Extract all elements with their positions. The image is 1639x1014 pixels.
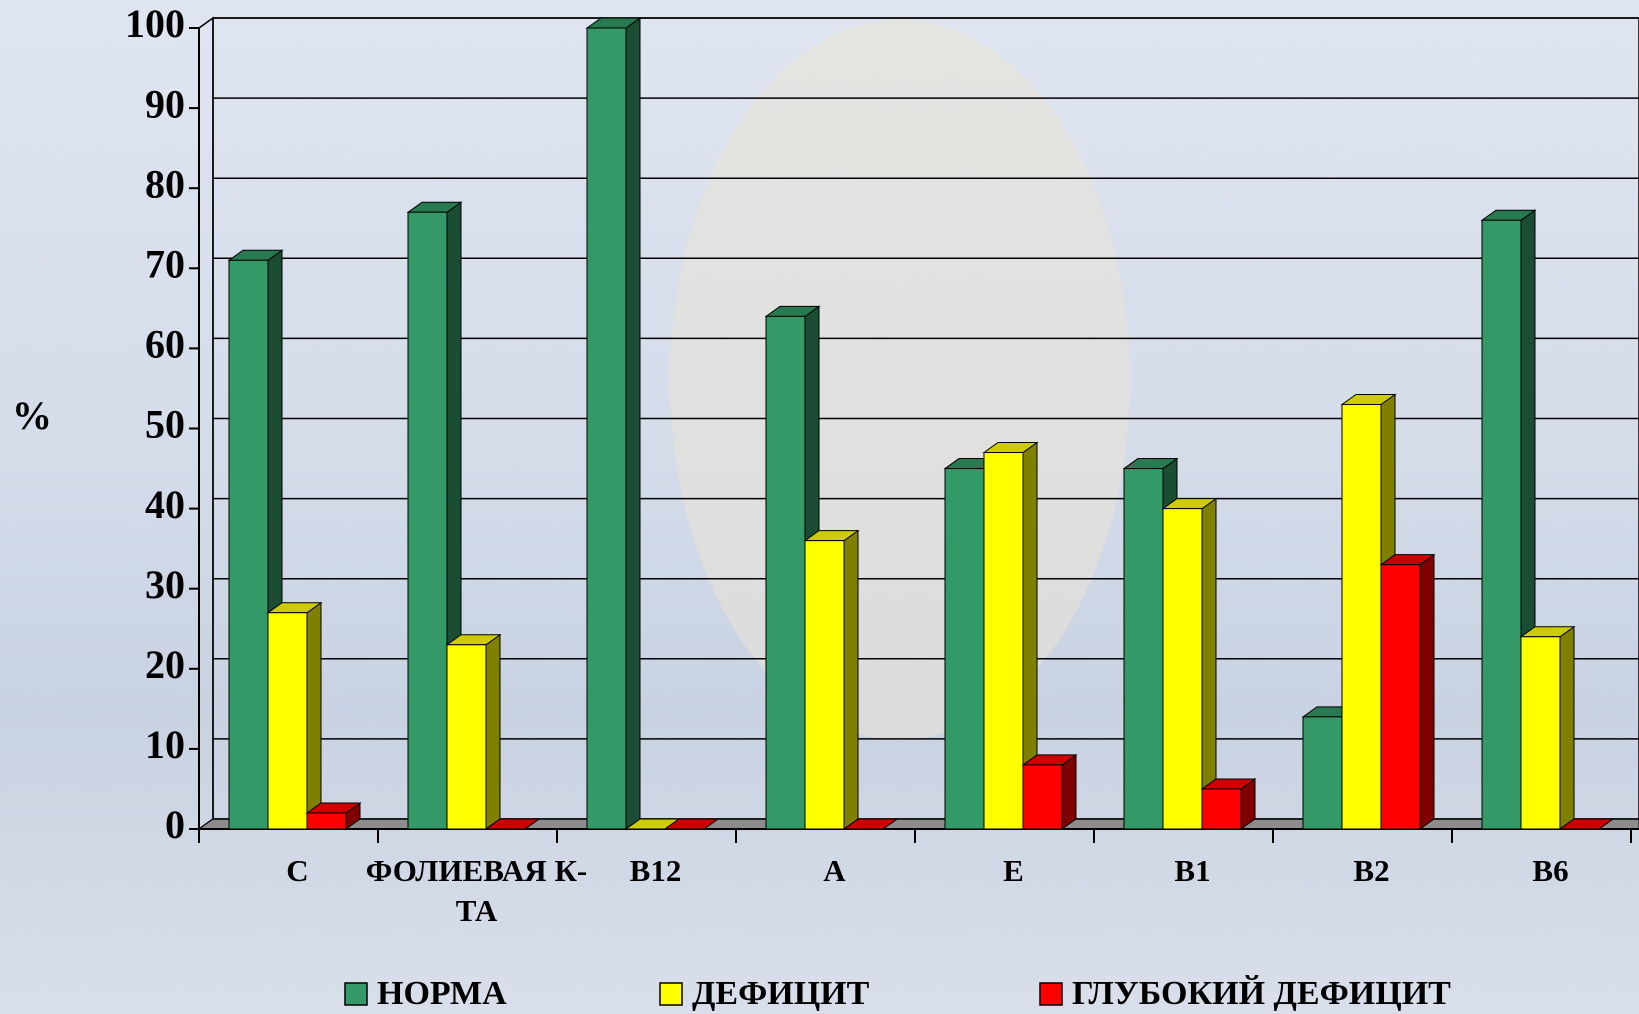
- bar: [804, 540, 845, 830]
- bar-side: [306, 601, 322, 830]
- bar: [1380, 564, 1421, 830]
- y-tick-label: 30: [145, 562, 185, 607]
- bar: [1341, 403, 1382, 830]
- bar-side: [1061, 753, 1077, 830]
- bar: [407, 211, 448, 830]
- bar-top: [1558, 818, 1615, 830]
- bar-side: [485, 633, 501, 830]
- y-tick-label: 70: [145, 241, 185, 286]
- x-tick-label: E: [1003, 853, 1024, 888]
- bar: [1162, 508, 1203, 830]
- legend-swatch: [1039, 982, 1063, 1006]
- bar: [944, 468, 985, 830]
- x-tick-label: ФОЛИЕВАЯ К-ТА: [365, 853, 588, 928]
- y-tick-label: 60: [145, 322, 185, 367]
- bar-top: [484, 818, 541, 830]
- side-wall: [198, 16, 214, 831]
- y-tick-label: 50: [145, 402, 185, 447]
- legend-label: ГЛУБОКИЙ ДЕФИЦИТ: [1072, 975, 1451, 1012]
- x-tick-label: C: [286, 853, 309, 888]
- x-tick-label: B1: [1174, 853, 1211, 888]
- y-axis-label: %: [12, 393, 52, 438]
- y-tick-label: 10: [145, 722, 185, 767]
- y-tick-label: 90: [145, 81, 185, 126]
- bar: [1022, 764, 1063, 830]
- bar: [1201, 788, 1242, 830]
- bar-side: [843, 529, 859, 830]
- bar-side: [1419, 553, 1435, 830]
- legend-swatch: [344, 982, 368, 1006]
- y-tick-label: 100: [125, 1, 185, 46]
- bar: [228, 259, 269, 830]
- bar-side: [1201, 497, 1217, 830]
- bar-top: [663, 818, 720, 830]
- legend-label: НОРМА: [377, 975, 507, 1012]
- bar: [586, 27, 627, 830]
- bar: [306, 812, 347, 830]
- bar: [267, 612, 308, 830]
- x-tick-label: B6: [1532, 853, 1569, 888]
- x-tick-label: B2: [1353, 853, 1390, 888]
- bar-side: [625, 17, 641, 830]
- y-tick-label: 40: [145, 482, 185, 527]
- y-tick-label: 20: [145, 642, 185, 687]
- bar-top: [842, 818, 899, 830]
- bar: [1481, 219, 1522, 830]
- x-tick-label: A: [823, 853, 846, 888]
- y-tick-label: 80: [145, 161, 185, 206]
- bar-side: [1559, 625, 1575, 830]
- y-tick-label: 0: [165, 802, 185, 847]
- bar: [1302, 716, 1343, 830]
- bar: [765, 315, 806, 830]
- bar: [446, 644, 487, 830]
- bar: [983, 452, 1024, 830]
- bar: [1520, 636, 1561, 830]
- x-tick-label: B12: [629, 853, 682, 888]
- background-shape: [670, 20, 1130, 740]
- legend-label: ДЕФИЦИТ: [692, 975, 870, 1012]
- legend-swatch: [659, 982, 683, 1006]
- bar: [1123, 468, 1164, 830]
